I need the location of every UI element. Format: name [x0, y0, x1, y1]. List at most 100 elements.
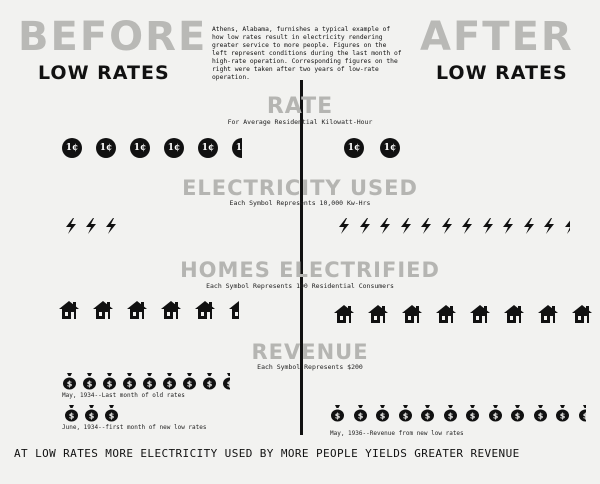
- money-bag-icon: $: [84, 404, 99, 422]
- house-icon: [58, 300, 80, 320]
- house-icon: [228, 300, 239, 320]
- lightning-bolt-icon: [358, 218, 372, 234]
- center-divider: [300, 80, 303, 435]
- svg-text:$: $: [537, 412, 543, 421]
- svg-text:$: $: [109, 412, 115, 421]
- cent-coin-icon: 1¢: [198, 138, 218, 158]
- cent-coin-icon: 1¢: [96, 138, 116, 158]
- svg-text:$: $: [560, 412, 566, 421]
- money-bag-icon: $: [465, 404, 480, 422]
- lightning-bolt-icon: [104, 218, 118, 234]
- lightning-bolt-icon: [481, 218, 495, 234]
- cent-coin-icon: 1¢: [344, 138, 364, 158]
- svg-text:$: $: [582, 412, 585, 421]
- money-bag-icon: $: [222, 372, 230, 390]
- money-bag-icon: $: [533, 404, 548, 422]
- money-bag-icon: $: [122, 372, 137, 390]
- svg-text:$: $: [380, 412, 386, 421]
- house-icon: [194, 300, 216, 320]
- electricity-title: ELECTRICITY USED: [182, 176, 418, 200]
- svg-text:$: $: [87, 380, 93, 389]
- money-bag-icon: $: [488, 404, 503, 422]
- house-icon: [401, 304, 423, 324]
- money-bag-icon: $: [398, 404, 413, 422]
- svg-text:$: $: [227, 380, 230, 389]
- house-icon: [92, 300, 114, 320]
- cent-coin-symbol: 1¢: [130, 138, 150, 158]
- lightning-bolt-icon: [84, 218, 98, 234]
- lightning-bolt-icon: [563, 218, 570, 234]
- footer-slogan: AT LOW RATES MORE ELECTRICITY USED BY MO…: [14, 447, 520, 460]
- svg-text:$: $: [167, 380, 173, 389]
- svg-text:$: $: [89, 412, 95, 421]
- cent-coin-symbol: 1¢: [380, 138, 400, 158]
- svg-text:$: $: [335, 412, 341, 421]
- svg-text:$: $: [447, 412, 453, 421]
- cent-coin-icon: 1¢: [232, 138, 242, 158]
- cent-coin-symbol: 1¢: [96, 138, 116, 158]
- svg-text:$: $: [357, 412, 363, 421]
- cent-coin-icon: 1¢: [62, 138, 82, 158]
- house-icon: [160, 300, 182, 320]
- money-bag-icon: $: [555, 404, 570, 422]
- house-icon: [367, 304, 389, 324]
- homes-subtitle: Each Symbol Represents 100 Residential C…: [206, 282, 394, 290]
- money-bag-icon: $: [353, 404, 368, 422]
- house-icon: [503, 304, 525, 324]
- money-bag-icon: $: [142, 372, 157, 390]
- money-bag-icon: $: [375, 404, 390, 422]
- money-bag-icon: $: [330, 404, 345, 422]
- rate-subtitle: For Average Residential Kilowatt-Hour: [227, 118, 373, 126]
- money-bag-icon: $: [182, 372, 197, 390]
- electricity-subtitle: Each Symbol Represents 10,000 Kw-Hrs: [229, 199, 371, 207]
- svg-text:$: $: [127, 380, 133, 389]
- house-icon: [469, 304, 491, 324]
- house-icon: [435, 304, 457, 324]
- svg-text:$: $: [147, 380, 153, 389]
- svg-text:$: $: [515, 412, 521, 421]
- svg-text:$: $: [187, 380, 193, 389]
- revenue-title: REVENUE: [251, 340, 369, 364]
- svg-text:$: $: [470, 412, 476, 421]
- intro-text: Athens, Alabama, furnishes a typical exa…: [212, 26, 402, 81]
- money-bag-icon: $: [62, 372, 77, 390]
- cent-coin-symbol: 1¢: [344, 138, 364, 158]
- lightning-bolt-icon: [460, 218, 474, 234]
- lightning-bolt-icon: [522, 218, 536, 234]
- svg-text:$: $: [67, 380, 73, 389]
- money-bag-icon: $: [104, 404, 119, 422]
- cent-coin-symbol: 1¢: [232, 138, 242, 158]
- money-bag-icon: $: [82, 372, 97, 390]
- before-title: BEFORE: [18, 14, 208, 60]
- money-bag-icon: $: [64, 404, 79, 422]
- lightning-bolt-icon: [542, 218, 556, 234]
- lightning-bolt-icon: [501, 218, 515, 234]
- lightning-bolt-icon: [337, 218, 351, 234]
- revenue-subtitle: Each Symbol Represents $200: [257, 363, 363, 371]
- money-bag-icon: $: [578, 404, 586, 422]
- svg-text:$: $: [492, 412, 498, 421]
- lightning-bolt-icon: [440, 218, 454, 234]
- homes-title: HOMES ELECTRIFIED: [180, 258, 440, 282]
- cent-coin-icon: 1¢: [130, 138, 150, 158]
- svg-text:$: $: [425, 412, 431, 421]
- cent-coin-symbol: 1¢: [62, 138, 82, 158]
- after-subtitle: LOW RATES: [436, 62, 568, 84]
- lightning-bolt-icon: [399, 218, 413, 234]
- cent-coin-icon: 1¢: [380, 138, 400, 158]
- money-bag-icon: $: [420, 404, 435, 422]
- svg-text:$: $: [107, 380, 113, 389]
- revenue-before-caption-2: June, 1934--first month of new low rates: [62, 424, 207, 431]
- before-subtitle: LOW RATES: [38, 62, 170, 84]
- house-icon: [537, 304, 559, 324]
- svg-text:$: $: [69, 412, 75, 421]
- svg-text:$: $: [207, 380, 213, 389]
- house-icon: [126, 300, 148, 320]
- revenue-before-caption-1: May, 1934--Last month of old rates: [62, 392, 185, 399]
- lightning-bolt-icon: [64, 218, 78, 234]
- house-icon: [333, 304, 355, 324]
- lightning-bolt-icon: [378, 218, 392, 234]
- house-icon: [571, 304, 593, 324]
- cent-coin-icon: 1¢: [164, 138, 184, 158]
- after-title: AFTER: [420, 14, 574, 60]
